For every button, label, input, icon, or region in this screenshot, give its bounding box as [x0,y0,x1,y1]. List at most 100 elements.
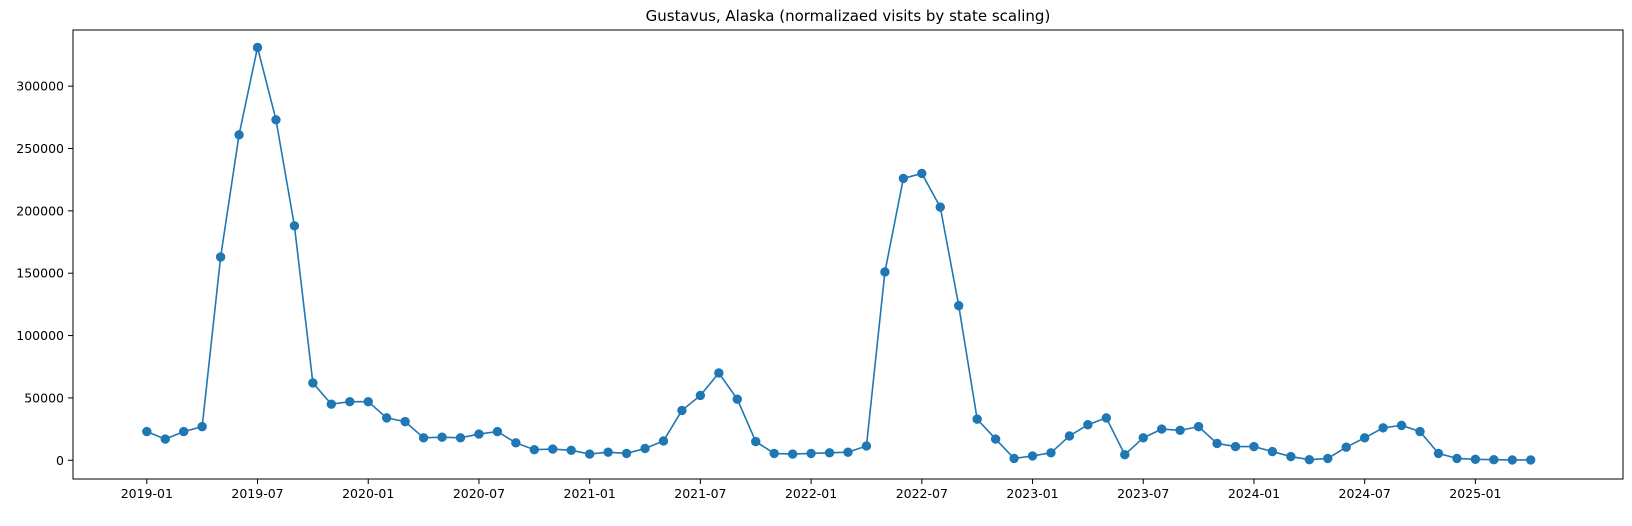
data-point [548,444,558,454]
data-point [1064,431,1075,441]
data-point [1359,433,1370,443]
data-point [787,449,798,459]
x-tick-label: 2022-01 [785,486,837,501]
y-tick-label: 250000 [16,141,64,156]
data-point [861,441,872,451]
y-tick-label: 150000 [16,266,64,281]
data-point [1378,423,1388,433]
data-point [954,300,964,311]
data-point [234,130,244,140]
data-point [917,168,927,179]
data-point [381,413,392,423]
x-tick-label: 2021-01 [564,486,616,501]
data-point [1138,433,1148,443]
data-point [732,394,742,404]
data-point [1175,425,1185,436]
x-tick-label: 2021-07 [674,486,726,501]
data-point [1341,442,1351,452]
data-point [1083,420,1093,430]
data-point [1396,420,1407,431]
data-point [1101,413,1112,423]
x-tick-label: 2020-01 [342,486,394,501]
data-point [677,405,687,416]
data-point [1267,446,1278,457]
data-point [1027,451,1038,461]
data-point [1286,451,1296,462]
y-axis: 0 50000 100000 150000 200000 250000 300000 [16,79,73,468]
series-markers [142,42,1536,465]
data-point [345,396,355,407]
chart-title: Gustavus, Alaska (normalizaed visits by … [646,7,1051,25]
data-point [658,436,669,446]
data-point [197,421,207,432]
data-point [142,426,152,437]
data-point [880,267,890,277]
data-point [714,368,724,378]
data-point [529,444,540,455]
y-tick-label: 50000 [24,390,64,405]
y-tick-label: 100000 [16,328,64,343]
data-point [363,396,373,407]
y-tick-label: 300000 [16,79,64,94]
data-point [621,448,632,459]
data-point [400,416,410,427]
data-point [769,448,779,459]
data-point [806,448,816,459]
data-point [843,447,853,457]
data-point [474,429,484,439]
data-point [271,115,281,125]
data-point [326,399,337,409]
series-line [146,47,1531,461]
x-tick-label: 2024-01 [1228,486,1280,501]
data-point [1304,454,1315,465]
data-point [179,426,189,437]
x-tick-label: 2020-07 [453,486,505,501]
data-point [751,436,761,447]
data-point [1507,455,1517,465]
data-point [1009,453,1019,464]
data-point [1249,441,1259,452]
data-point [511,438,521,448]
data-point [289,221,300,231]
data-point [1470,454,1481,464]
data-point [695,390,706,401]
data-point [1193,421,1204,432]
data-point [566,445,576,456]
data-point [1489,454,1499,465]
x-tick-label: 2023-07 [1117,486,1169,501]
data-point [603,447,613,457]
data-point [418,433,429,443]
data-point [160,434,170,444]
data-point [1526,455,1536,465]
data-point [640,443,650,454]
data-point [898,173,909,184]
data-point [584,449,595,459]
data-point [308,378,318,388]
x-tick-label: 2019-07 [231,486,283,501]
data-point [1323,453,1333,464]
data-point [990,434,1001,444]
data-point [1433,448,1444,459]
data-point [1120,449,1130,460]
data-point [1156,424,1167,434]
data-point [455,433,466,443]
data-point [972,414,982,424]
data-point [824,448,835,458]
data-point [1230,441,1241,452]
y-tick-label: 200000 [16,203,64,218]
x-tick-label: 2025-01 [1449,486,1501,501]
data-point [1212,438,1222,449]
data-point [437,432,447,442]
data-point [215,252,226,262]
plot-area-frame [72,29,1624,480]
data-point [1452,453,1462,464]
data-point [1046,448,1056,458]
data-point [935,202,945,212]
y-tick-label: 0 [56,453,64,468]
data-point [492,426,503,437]
data-point [1415,426,1425,437]
data-point [252,42,263,53]
x-tick-label: 2024-07 [1339,486,1391,501]
x-tick-label: 2023-01 [1006,486,1058,501]
